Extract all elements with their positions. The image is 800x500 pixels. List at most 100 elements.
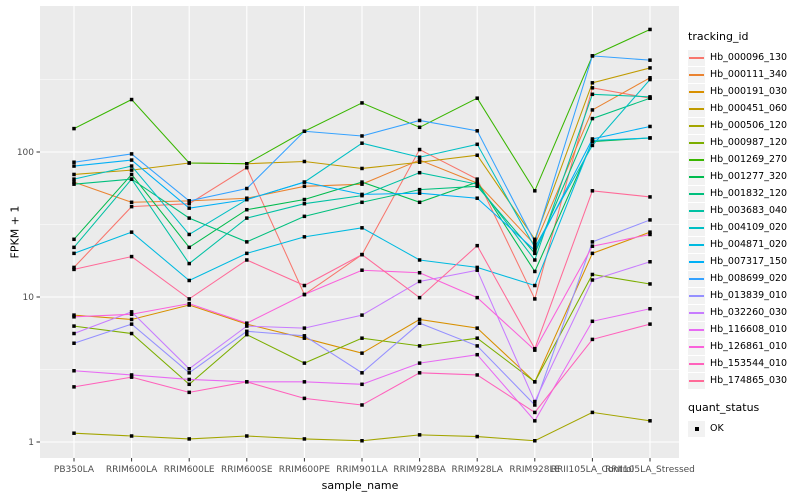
data-point (533, 380, 537, 384)
y-axis-title: FPKM + 1 (8, 205, 22, 259)
data-point (360, 252, 364, 257)
data-point (187, 278, 191, 283)
legend-shape-items: OK (688, 420, 800, 437)
x-tick-label: RRII105LA_Stressed (605, 465, 695, 475)
legend-item-label: Hb_000096_130 (710, 52, 788, 63)
legend-item-label: Hb_001832_120 (710, 188, 788, 199)
data-point (417, 147, 422, 152)
x-tick-label: RRIM600LE (164, 465, 215, 475)
data-point (475, 344, 479, 348)
data-point (302, 292, 307, 297)
data-point (533, 237, 537, 242)
data-point (72, 369, 76, 373)
data-point (245, 161, 249, 166)
data-point (245, 240, 249, 244)
legend-item-label: Hb_001277_320 (710, 171, 788, 182)
data-point (245, 434, 249, 438)
data-point (245, 321, 249, 325)
data-point (302, 336, 307, 340)
data-point (72, 431, 76, 435)
data-point (302, 201, 307, 206)
data-point (302, 334, 307, 338)
data-point (475, 153, 479, 157)
data-point (245, 186, 249, 191)
legend: tracking_id Hb_000096_130 Hb_000111_340 Hb… (688, 30, 800, 437)
data-point (129, 373, 134, 377)
data-point (475, 434, 479, 439)
legend-key-line-icon (688, 270, 705, 287)
legend-key-line-icon (688, 355, 705, 372)
legend-item-label: Hb_013839_010 (710, 290, 788, 301)
data-point (590, 108, 595, 112)
data-point (648, 76, 652, 80)
legend-item-Hb_000451_060: Hb_000451_060 (688, 100, 800, 117)
legend-key-line-icon (688, 372, 705, 389)
data-point (533, 251, 537, 256)
data-point (417, 270, 422, 275)
data-point (72, 341, 76, 345)
data-point (72, 126, 76, 131)
data-point (475, 243, 479, 248)
data-point (533, 245, 537, 250)
legend-item-quant-OK: OK (688, 420, 800, 437)
x-axis-title: sample_name (321, 479, 399, 492)
data-point (245, 380, 249, 384)
data-point (648, 66, 652, 70)
legend-key-line-icon (688, 236, 705, 253)
data-point (302, 129, 307, 134)
data-point (475, 336, 479, 340)
data-point (187, 367, 191, 371)
data-point (129, 310, 134, 314)
data-point (187, 201, 191, 206)
data-point (590, 54, 595, 58)
data-point (417, 344, 422, 348)
data-point (417, 321, 422, 325)
data-point (129, 204, 134, 209)
data-point (417, 160, 422, 164)
data-point (590, 81, 595, 85)
data-point (302, 326, 307, 330)
data-point (187, 371, 191, 375)
data-point (648, 282, 652, 286)
legend-key-line-icon (688, 287, 705, 304)
legend-key-line-icon (688, 338, 705, 355)
data-point (533, 269, 537, 274)
legend-item-label: Hb_000451_060 (710, 103, 788, 114)
data-point (417, 187, 422, 192)
data-point (360, 141, 364, 145)
legend-key-line-icon (688, 168, 705, 185)
legend-item-Hb_000506_120: Hb_000506_120 (688, 117, 800, 134)
data-point (245, 216, 249, 220)
legend-item-Hb_174865_030: Hb_174865_030 (688, 372, 800, 389)
data-point (648, 95, 652, 99)
legend-key-line-icon (688, 49, 705, 66)
data-point (590, 86, 595, 90)
data-point (129, 434, 134, 438)
legend-item-label: Hb_004109_020 (710, 222, 788, 233)
data-point (129, 312, 134, 317)
legend-item-label: Hb_032260_030 (710, 307, 788, 318)
data-point (475, 142, 479, 147)
legend-item-Hb_001277_320: Hb_001277_320 (688, 168, 800, 185)
legend-key-line-icon (688, 321, 705, 338)
data-points (72, 27, 652, 443)
data-point (590, 137, 595, 141)
legend-item-label: Hb_000987_120 (710, 137, 788, 148)
legend-item-Hb_007317_150: Hb_007317_150 (688, 253, 800, 270)
data-point (533, 403, 537, 407)
data-point (302, 180, 307, 184)
y-tick-label: 1 (28, 438, 34, 448)
legend-item-Hb_000111_340: Hb_000111_340 (688, 66, 800, 83)
data-point (417, 170, 422, 175)
data-point (533, 189, 537, 193)
data-point (72, 160, 76, 164)
data-point (360, 351, 364, 355)
data-point (245, 332, 249, 337)
data-point (648, 260, 652, 264)
data-point (360, 371, 364, 375)
data-point (417, 158, 422, 162)
data-point (475, 180, 479, 184)
legend-item-label: Hb_007317_150 (710, 256, 788, 267)
legend-item-label: Hb_153544_010 (710, 358, 788, 369)
data-point (475, 326, 479, 330)
